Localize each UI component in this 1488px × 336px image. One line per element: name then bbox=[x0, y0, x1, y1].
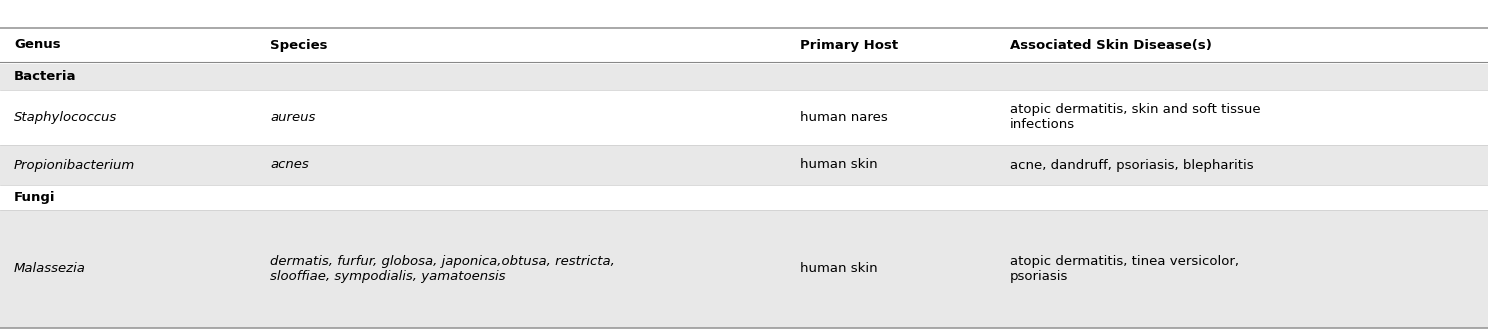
Text: Propionibacterium: Propionibacterium bbox=[13, 159, 135, 171]
Text: atopic dermatitis, tinea versicolor,
psoriasis: atopic dermatitis, tinea versicolor, pso… bbox=[1010, 255, 1240, 283]
Text: human skin: human skin bbox=[801, 262, 878, 276]
Text: Genus: Genus bbox=[13, 39, 61, 51]
Bar bbox=[0, 90, 1488, 145]
Bar bbox=[0, 145, 1488, 185]
Text: Staphylococcus: Staphylococcus bbox=[13, 111, 118, 124]
Text: human nares: human nares bbox=[801, 111, 888, 124]
Text: aureus: aureus bbox=[269, 111, 315, 124]
Text: acne, dandruff, psoriasis, blepharitis: acne, dandruff, psoriasis, blepharitis bbox=[1010, 159, 1253, 171]
Text: Malassezia: Malassezia bbox=[13, 262, 86, 276]
Bar bbox=[0, 64, 1488, 90]
Text: acnes: acnes bbox=[269, 159, 308, 171]
Text: dermatis, furfur, globosa, japonica,obtusa, restricta,
slooffiae, sympodialis, y: dermatis, furfur, globosa, japonica,obtu… bbox=[269, 255, 615, 283]
Text: human skin: human skin bbox=[801, 159, 878, 171]
Bar bbox=[0, 185, 1488, 210]
Text: Bacteria: Bacteria bbox=[13, 71, 76, 84]
Text: Species: Species bbox=[269, 39, 327, 51]
Text: Fungi: Fungi bbox=[13, 191, 55, 204]
Text: atopic dermatitis, skin and soft tissue
infections: atopic dermatitis, skin and soft tissue … bbox=[1010, 103, 1260, 131]
Text: Associated Skin Disease(s): Associated Skin Disease(s) bbox=[1010, 39, 1211, 51]
Text: Primary Host: Primary Host bbox=[801, 39, 899, 51]
Bar bbox=[0, 210, 1488, 328]
